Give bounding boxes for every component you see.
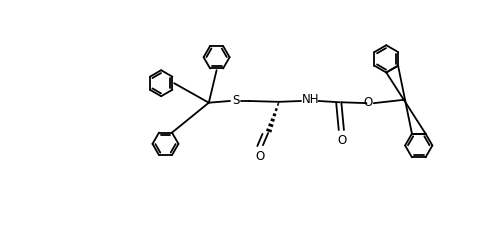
Text: NH: NH (301, 93, 319, 106)
Text: O: O (337, 134, 346, 147)
Text: O: O (363, 96, 373, 109)
Text: O: O (256, 149, 265, 162)
Text: S: S (232, 93, 239, 106)
